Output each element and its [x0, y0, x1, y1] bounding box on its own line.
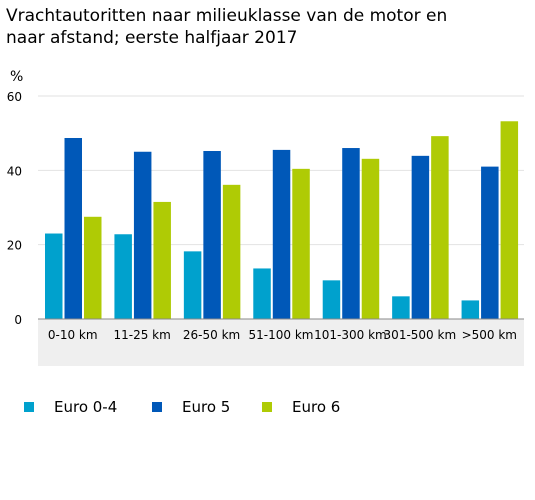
x-tick-label: 11-25 km — [113, 328, 170, 342]
bar-euro-5 — [481, 166, 499, 319]
bar-euro-5 — [272, 149, 291, 319]
bar-euro-6 — [431, 136, 449, 319]
bar-euro-5 — [411, 155, 430, 319]
bar-euro-0-4 — [461, 300, 480, 319]
bar-euro-5 — [203, 151, 221, 319]
y-axis-label: % — [10, 69, 23, 85]
chart-title-line-2: naar afstand; eerste halfjaar 2017 — [6, 28, 298, 48]
bar-euro-5 — [64, 137, 82, 319]
bar-euro-6 — [153, 201, 171, 319]
bar-euro-6 — [500, 121, 519, 319]
x-axis-band — [38, 319, 524, 366]
bar-euro-5 — [133, 151, 152, 319]
chart-title-line-1: Vrachtautoritten naar milieuklasse van d… — [6, 6, 448, 26]
x-tick-labels: 0-10 km 11-25 km 26-50 km 51-100 km 101-300 … — [48, 328, 517, 342]
bar-euro-5 — [342, 148, 360, 319]
y-tick-label: 20 — [7, 239, 22, 253]
x-tick-label: 301-500 km — [384, 328, 457, 342]
x-tick-label: 51-100 km — [249, 328, 314, 342]
x-tick-label: >500 km — [462, 328, 517, 342]
y-tick-label: 60 — [7, 90, 22, 104]
bar-euro-0-4 — [183, 251, 202, 319]
y-tick-label: 40 — [7, 164, 22, 178]
bar-euro-6 — [361, 158, 380, 319]
bar-euro-0-4 — [392, 296, 410, 319]
legend-swatch-euro-6 — [262, 402, 272, 412]
legend-label-euro-5: Euro 5 — [182, 398, 231, 416]
legend-label-euro-6: Euro 6 — [292, 398, 341, 416]
x-tick-label: 0-10 km — [48, 328, 98, 342]
x-tick-label: 26-50 km — [183, 328, 240, 342]
bar-euro-6 — [84, 216, 102, 319]
bar-euro-0-4 — [114, 234, 132, 319]
legend-label-euro-0-4: Euro 0-4 — [54, 398, 118, 416]
x-tick-label: 101-300 km — [314, 328, 387, 342]
bar-euro-6 — [222, 184, 241, 319]
bars — [45, 121, 519, 319]
chart-title: Vrachtautoritten naar milieuklasse van d… — [6, 5, 526, 49]
y-tick-labels: 0 20 40 60 — [7, 90, 22, 327]
bar-euro-0-4 — [45, 233, 63, 319]
bar-euro-0-4 — [253, 268, 271, 319]
legend-swatch-euro-5 — [152, 402, 162, 412]
y-tick-label: 0 — [14, 313, 22, 327]
bar-euro-6 — [292, 168, 310, 319]
bar-euro-0-4 — [322, 280, 341, 319]
legend-swatch-euro-0-4 — [24, 402, 34, 412]
